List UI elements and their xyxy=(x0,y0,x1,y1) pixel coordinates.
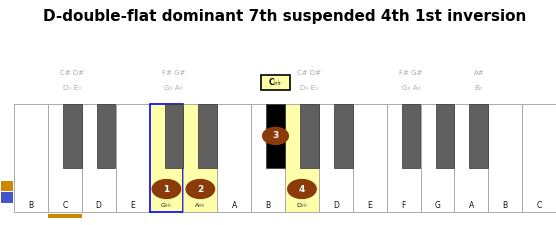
Text: C: C xyxy=(62,201,67,210)
Text: D-double-flat dominant 7th suspended 4th 1st inversion: D-double-flat dominant 7th suspended 4th… xyxy=(43,9,527,24)
Text: D♭ E♭: D♭ E♭ xyxy=(300,85,319,91)
Bar xyxy=(401,104,420,168)
Text: G♭ A♭: G♭ A♭ xyxy=(401,85,420,91)
Bar xyxy=(217,104,251,212)
Bar xyxy=(435,104,454,168)
Bar xyxy=(334,104,353,168)
Text: C# D#: C# D# xyxy=(297,70,321,76)
Text: G♭♭: G♭♭ xyxy=(161,203,172,208)
Text: C: C xyxy=(537,201,542,210)
Text: F# G#: F# G# xyxy=(162,70,186,76)
Circle shape xyxy=(186,180,215,198)
Circle shape xyxy=(152,180,181,198)
Text: A♭♭: A♭♭ xyxy=(195,203,205,208)
Bar xyxy=(1,181,13,191)
Text: D♭ E♭: D♭ E♭ xyxy=(63,85,81,91)
Bar xyxy=(454,104,488,212)
Bar xyxy=(116,104,150,212)
Text: B♭: B♭ xyxy=(475,85,483,91)
Bar xyxy=(14,104,48,212)
Text: F# G#: F# G# xyxy=(399,70,423,76)
Text: G: G xyxy=(434,201,440,210)
Text: A#: A# xyxy=(474,70,484,76)
Text: E: E xyxy=(130,201,135,210)
Text: D: D xyxy=(96,201,102,210)
Circle shape xyxy=(287,180,316,198)
Text: D♭♭: D♭♭ xyxy=(296,203,307,208)
Bar xyxy=(63,104,82,168)
Text: B: B xyxy=(28,201,33,210)
Bar xyxy=(386,104,420,212)
Text: B: B xyxy=(266,201,271,210)
Text: C# D#: C# D# xyxy=(60,70,85,76)
Bar xyxy=(488,104,522,212)
Text: B: B xyxy=(503,201,508,210)
Text: F: F xyxy=(401,201,406,210)
Text: A: A xyxy=(469,201,474,210)
Text: 3: 3 xyxy=(272,131,279,140)
Bar xyxy=(251,104,285,212)
Bar xyxy=(165,104,183,168)
Bar xyxy=(522,104,556,212)
Bar xyxy=(300,104,319,168)
Text: 2: 2 xyxy=(197,184,203,194)
Bar xyxy=(420,104,454,212)
Bar xyxy=(97,104,116,168)
Bar xyxy=(469,104,488,168)
Bar xyxy=(285,104,319,212)
Text: D: D xyxy=(333,201,339,210)
Text: C♭♭: C♭♭ xyxy=(269,78,282,87)
Bar xyxy=(48,214,82,218)
Bar xyxy=(198,104,217,168)
Bar xyxy=(261,75,290,90)
Circle shape xyxy=(262,127,289,144)
Bar xyxy=(82,104,116,212)
Bar xyxy=(353,104,386,212)
Text: basicmusictheory.com: basicmusictheory.com xyxy=(4,72,9,131)
Bar xyxy=(48,104,82,212)
Text: G♭ A♭: G♭ A♭ xyxy=(165,85,183,91)
Text: 4: 4 xyxy=(299,184,305,194)
Text: A: A xyxy=(231,201,237,210)
Text: E: E xyxy=(368,201,372,210)
Bar xyxy=(319,104,353,212)
Bar xyxy=(266,104,285,168)
Bar xyxy=(150,104,183,212)
Text: 1: 1 xyxy=(163,184,170,194)
Bar xyxy=(183,104,217,212)
Bar xyxy=(1,192,13,202)
